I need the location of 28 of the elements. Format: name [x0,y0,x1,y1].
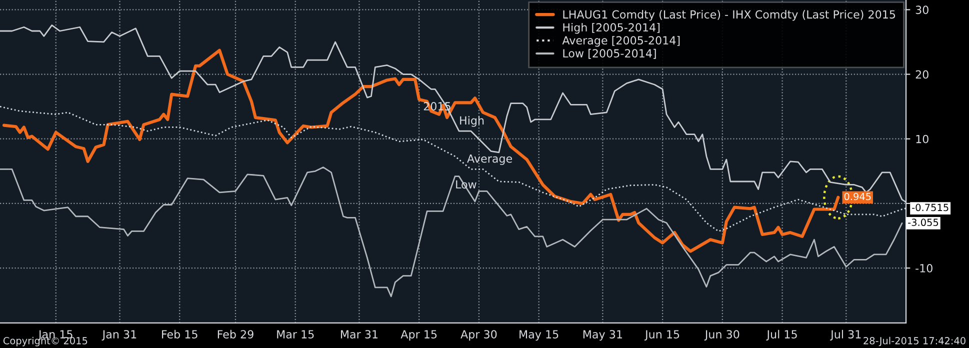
x-tick-label: Jan 31 [102,330,136,341]
x-tick-label: Jul 15 [766,330,797,341]
legend-label: High [2005-2014] [563,22,660,34]
x-tick-label: Jun 30 [704,330,740,341]
x-tick-label: Feb 15 [162,330,198,338]
data-label: -3.055 [908,218,938,226]
legend-label: Low [2005-2014] [563,48,656,59]
x-tick-label: May 15 [520,330,558,341]
y-tick-label: -10 [916,264,932,272]
x-tick-label: Apr 30 [460,330,497,341]
x-tick-label: Jul 31 [830,330,861,341]
legend-label: Average [2005-2014] [562,36,680,47]
x-tick-label: Feb 29 [218,330,254,338]
data-label: -0.7515 [912,204,948,212]
x-tick-label: Mar 31 [340,330,378,338]
y-tick-label: 10 [916,134,928,144]
text: 28-Jul-2015 17:42:40 [864,336,966,346]
annotation: High [460,116,484,127]
x-tick-label: Jun 15 [644,330,680,341]
x-tick-label: Apr 15 [400,330,437,341]
legend-label: LHAUG1 Comdty (Last Price) - IHX Comdty (Last Price) 2015 [563,10,896,21]
x-tick-label: May 31 [583,330,622,341]
line-series [0,24,906,203]
annotation: Average [467,154,512,165]
y-tick-label: 20 [916,70,928,79]
x-tick-label: Mar 15 [277,330,314,338]
y-tick-label: 30 [916,6,928,14]
line-series [0,166,903,298]
